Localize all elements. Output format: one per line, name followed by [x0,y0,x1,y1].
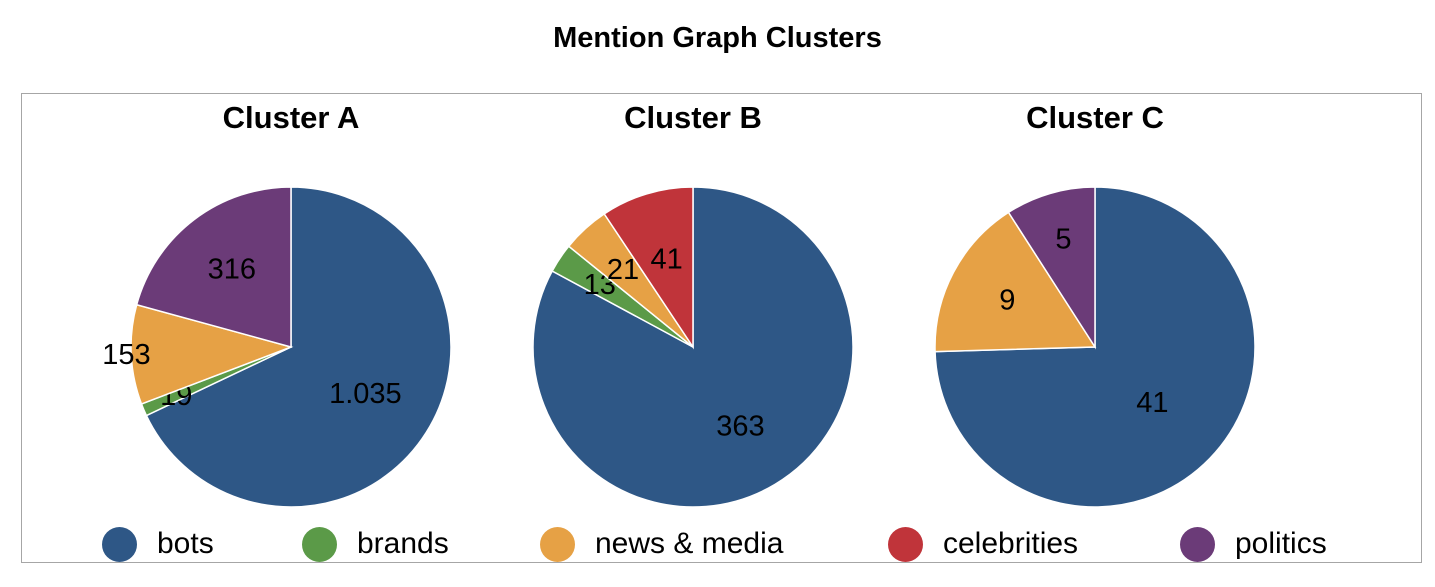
data-label-cluster-a-news-media: 153 [102,339,150,371]
data-label-cluster-a-bots: 1.035 [329,378,402,410]
data-label-cluster-c-bots: 41 [1136,387,1168,419]
legend-swatch-politics [1180,526,1215,562]
legend-item-brands: brands [302,522,449,566]
chart-panel [21,93,1422,563]
legend-item-celebrities: celebrities [888,522,1078,566]
data-label-cluster-b-bots: 363 [716,411,764,443]
pie-title-cluster-b: Cluster B [624,100,762,135]
legend-label-celebrities: celebrities [943,527,1079,560]
data-label-cluster-b-celebrities: 41 [650,244,682,276]
pie-slice-cluster-c-politics [1007,186,1096,350]
chart-title: Mention Graph Clusters [553,22,882,54]
legend-item-news-media: news & media [540,522,783,566]
legend-item-bots: bots [102,522,214,566]
pie-slice-cluster-c-news-media [934,211,1097,353]
pie-title-cluster-a: Cluster A [222,100,360,135]
legend-swatch-celebrities [888,526,923,562]
pie-slice-cluster-a-news-media [130,303,294,405]
legend-label-bots: bots [157,527,214,560]
legend-swatch-brands [302,526,337,562]
pie-title-cluster-c: Cluster C [1026,100,1164,135]
legend-label-politics: politics [1235,527,1327,560]
data-label-cluster-c-news-media: 9 [999,285,1015,317]
pie-slice-cluster-a-politics [135,186,292,348]
legend-label-brands: brands [357,527,449,560]
pie-slice-cluster-b-celebrities [603,186,694,350]
legend-swatch-news-media [540,526,575,562]
legend-swatch-bots [102,526,137,562]
legend-item-politics: politics [1180,522,1327,566]
data-label-cluster-a-politics: 316 [208,253,256,285]
pie-slice-cluster-a-bots [145,186,452,508]
legend-label-news-media: news & media [595,527,784,560]
data-label-cluster-c-politics: 5 [1055,224,1071,256]
